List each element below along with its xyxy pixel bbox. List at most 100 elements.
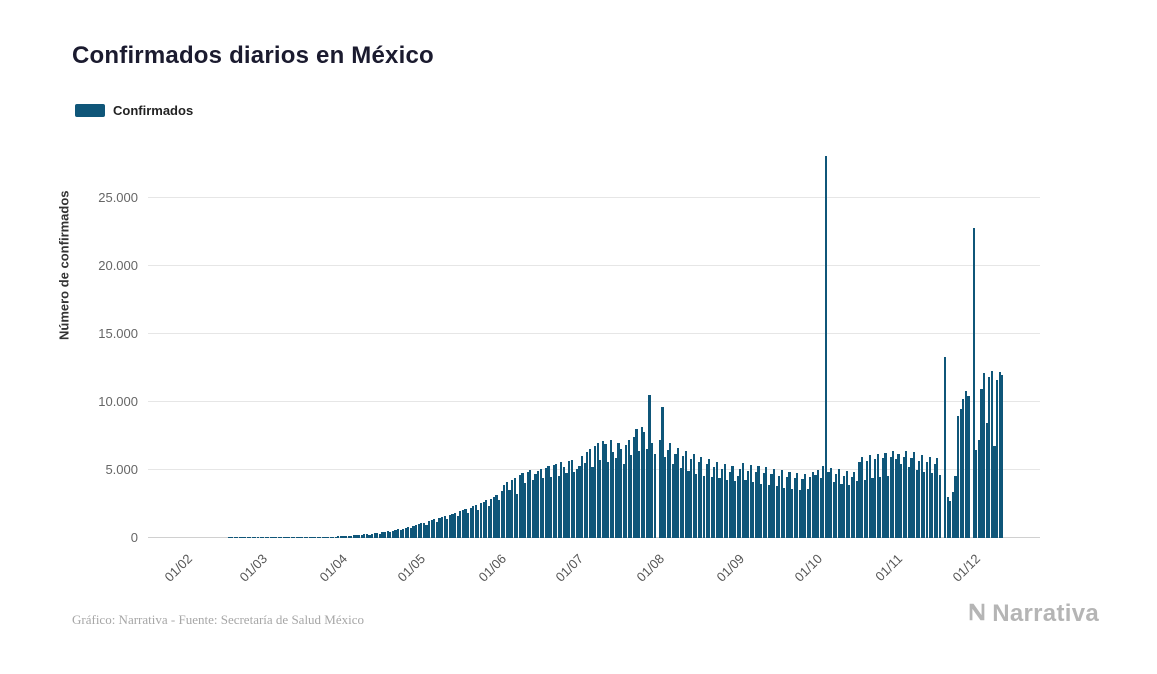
bar[interactable] <box>477 509 480 538</box>
bar[interactable] <box>285 537 288 538</box>
bar[interactable] <box>373 533 376 538</box>
bar[interactable] <box>721 469 724 538</box>
bar[interactable] <box>889 456 892 538</box>
bar[interactable] <box>728 471 732 538</box>
bar[interactable] <box>861 456 864 538</box>
bar[interactable] <box>985 423 988 538</box>
bar[interactable] <box>547 466 550 538</box>
bar[interactable] <box>925 462 929 538</box>
bar[interactable] <box>441 517 444 538</box>
bar[interactable] <box>739 469 742 538</box>
bar[interactable] <box>568 460 571 538</box>
bar[interactable] <box>788 471 791 538</box>
bar[interactable] <box>772 468 776 538</box>
bar[interactable] <box>936 458 939 538</box>
bar[interactable] <box>609 440 612 538</box>
bar[interactable] <box>619 449 623 538</box>
bar[interactable] <box>521 472 524 538</box>
bar[interactable] <box>360 534 363 538</box>
bar[interactable] <box>298 537 301 538</box>
bar[interactable] <box>627 439 630 538</box>
bar[interactable] <box>575 469 579 538</box>
bar[interactable] <box>586 452 589 538</box>
bar[interactable] <box>695 473 698 538</box>
bar[interactable] <box>845 470 848 538</box>
bar[interactable] <box>435 521 439 538</box>
bar[interactable] <box>306 537 309 538</box>
bar[interactable] <box>466 513 470 538</box>
bar[interactable] <box>871 478 874 538</box>
bar[interactable] <box>819 478 822 538</box>
bar[interactable] <box>749 464 752 538</box>
bar[interactable] <box>505 482 509 538</box>
bar[interactable] <box>835 474 838 538</box>
bar[interactable] <box>765 467 768 538</box>
bar[interactable] <box>391 530 394 538</box>
bar[interactable] <box>596 442 599 538</box>
bar[interactable] <box>282 537 286 538</box>
bar[interactable] <box>744 480 747 538</box>
bar[interactable] <box>300 537 304 538</box>
bar[interactable] <box>938 474 942 538</box>
bar[interactable] <box>962 399 965 538</box>
bar[interactable] <box>666 449 669 538</box>
bar[interactable] <box>669 443 672 538</box>
bar[interactable] <box>254 537 257 538</box>
bar[interactable] <box>267 537 270 538</box>
bar[interactable] <box>573 471 576 538</box>
bar[interactable] <box>243 537 247 538</box>
bar[interactable] <box>402 528 405 538</box>
bar[interactable] <box>342 536 345 538</box>
bar[interactable] <box>345 535 348 538</box>
bar[interactable] <box>767 485 770 538</box>
bar[interactable] <box>503 484 506 538</box>
bar[interactable] <box>332 536 335 538</box>
bar[interactable] <box>288 537 291 538</box>
bar[interactable] <box>495 495 498 538</box>
bar[interactable] <box>438 518 441 538</box>
bar[interactable] <box>713 466 716 538</box>
bar[interactable] <box>762 473 765 538</box>
bar[interactable] <box>241 537 244 538</box>
bar[interactable] <box>534 473 537 538</box>
bar[interactable] <box>658 439 662 538</box>
bar[interactable] <box>796 472 799 538</box>
bar[interactable] <box>827 472 830 538</box>
bar[interactable] <box>500 491 503 538</box>
bar[interactable] <box>801 479 804 538</box>
bar[interactable] <box>741 463 744 538</box>
bar[interactable] <box>874 459 877 538</box>
bar[interactable] <box>565 472 568 538</box>
bar[interactable] <box>383 531 387 538</box>
bar[interactable] <box>708 459 711 538</box>
bar[interactable] <box>679 468 682 538</box>
bar[interactable] <box>977 440 980 538</box>
bar[interactable] <box>806 488 809 538</box>
bar[interactable] <box>464 509 467 538</box>
bar[interactable] <box>451 513 454 538</box>
bar[interactable] <box>920 454 923 538</box>
bar[interactable] <box>259 537 262 538</box>
bar[interactable] <box>293 537 296 538</box>
bar[interactable] <box>588 448 591 538</box>
bar[interactable] <box>635 429 638 538</box>
bar[interactable] <box>508 489 511 538</box>
bar[interactable] <box>630 455 633 538</box>
bar[interactable] <box>982 373 986 538</box>
bar[interactable] <box>378 533 381 538</box>
bar[interactable] <box>664 456 667 538</box>
bar[interactable] <box>272 537 275 538</box>
bar[interactable] <box>368 534 371 538</box>
bar[interactable] <box>371 533 374 538</box>
bar[interactable] <box>518 475 521 538</box>
bar[interactable] <box>363 534 366 538</box>
bar[interactable] <box>967 395 970 538</box>
bar[interactable] <box>682 456 685 538</box>
bar[interactable] <box>638 451 641 538</box>
bar[interactable] <box>785 476 789 538</box>
bar[interactable] <box>915 469 918 538</box>
bar[interactable] <box>355 535 358 538</box>
bar[interactable] <box>775 486 778 538</box>
bar[interactable] <box>829 467 833 538</box>
bar[interactable] <box>643 431 646 538</box>
